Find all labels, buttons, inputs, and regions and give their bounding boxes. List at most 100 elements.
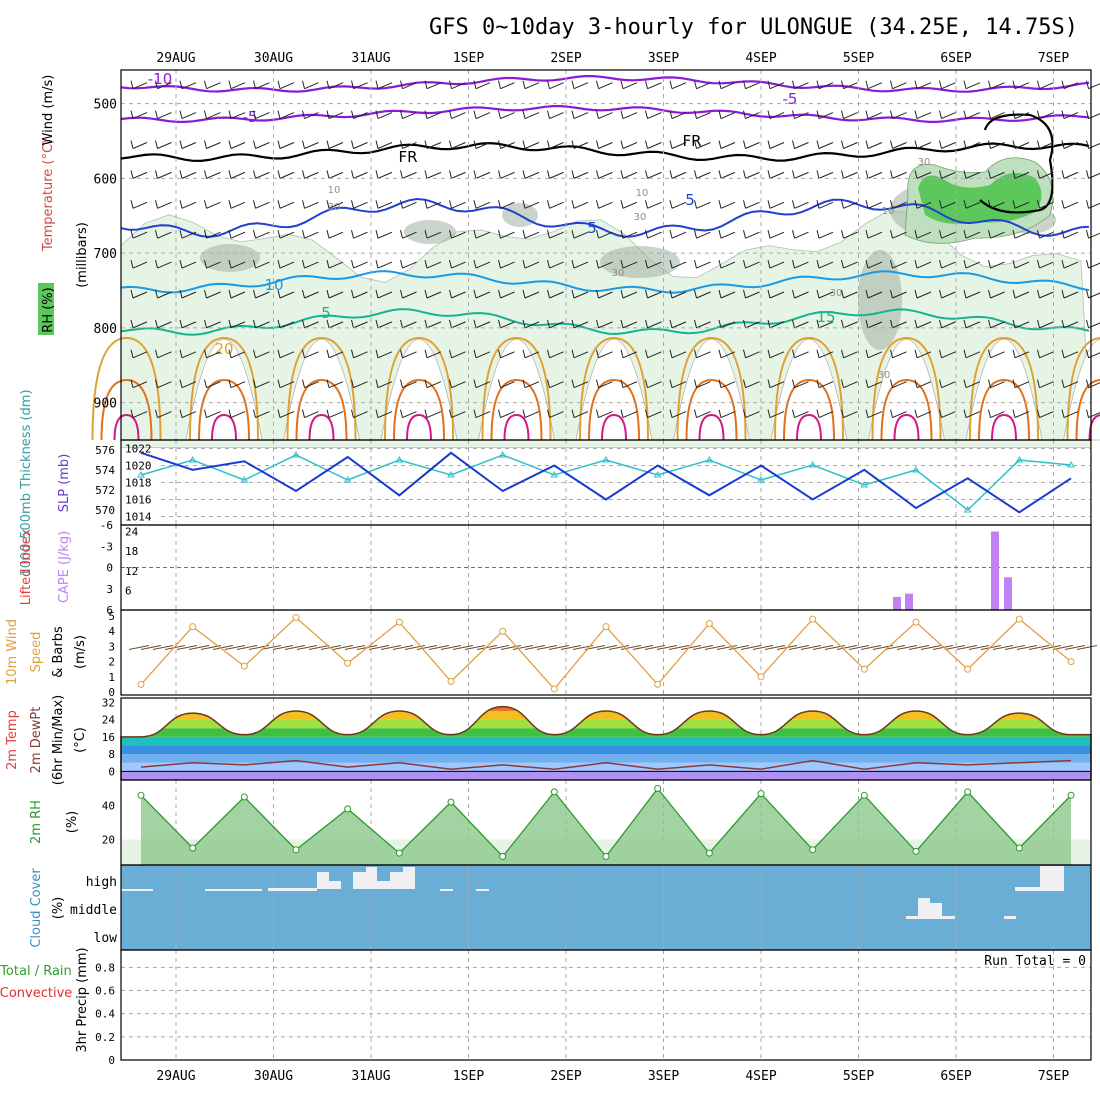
- wind-barb: [939, 349, 956, 359]
- temp-contour-25: [978, 378, 1030, 441]
- wind-barb: [155, 349, 172, 359]
- wind-tick-label: 1: [108, 671, 115, 684]
- wind-barb: [963, 289, 981, 299]
- wind-barb: [204, 259, 221, 269]
- wind-barb: [302, 409, 319, 419]
- temp-contour-25: [880, 378, 933, 441]
- wind-barb: [449, 349, 466, 359]
- wind-tick-label: 4: [108, 625, 115, 638]
- wind-barb-10m: [800, 644, 822, 650]
- rh-series-point: [809, 846, 817, 854]
- wind-barb: [914, 80, 932, 90]
- wind-barb: [669, 200, 687, 209]
- wind-barb: [130, 110, 148, 120]
- wind-barb-10m: [956, 644, 978, 650]
- thickness-series-point: [395, 456, 404, 463]
- wind-barb: [596, 230, 613, 239]
- wind-barb: [963, 259, 981, 269]
- temp-contour-25: [588, 378, 640, 441]
- wind-barb: [498, 80, 515, 90]
- wind-barb: [645, 409, 662, 419]
- wind-barb: [130, 230, 148, 239]
- wind-barb: [277, 259, 295, 269]
- wind-barb-10m: [1040, 644, 1062, 650]
- rh-contour-label: 10: [636, 188, 649, 199]
- wind-barb: [375, 319, 393, 329]
- wind-barb: [302, 170, 319, 179]
- panel-frame: [120, 949, 1092, 1061]
- wind-barb: [302, 140, 319, 149]
- wind-barb: [302, 289, 319, 299]
- date-label-bottom: 7SEP: [1038, 1069, 1069, 1084]
- temp-contour-25: [490, 378, 543, 441]
- temp-axis-label: 2m DewPt: [29, 707, 44, 774]
- wind-barb: [914, 349, 932, 359]
- temp-contour-20: [481, 336, 552, 441]
- wind-barb: [1012, 80, 1030, 90]
- wind-barb: [571, 409, 589, 419]
- wind-barb: [718, 170, 736, 179]
- wind-barb-10m: [524, 644, 546, 650]
- wind-barb: [1061, 200, 1079, 209]
- pressure-tick-label: 500: [94, 98, 117, 113]
- wind-barb: [351, 110, 368, 120]
- wind-barb: [302, 349, 319, 359]
- wind-barb-10m: [848, 644, 870, 650]
- wind-barb-10m: [560, 644, 582, 650]
- wind-barb-10m: [740, 644, 762, 650]
- wind-barb-10m: [176, 644, 198, 650]
- wind-barb: [841, 230, 858, 239]
- wind-barb: [1086, 110, 1100, 120]
- wind-barb: [645, 170, 662, 179]
- wind-barb: [400, 379, 417, 389]
- wind-barb: [179, 170, 197, 179]
- wind-barb: [767, 200, 785, 209]
- cloud-block: [1004, 916, 1016, 919]
- temp-color-band: [121, 762, 1091, 772]
- wind-barb-10m: [920, 644, 942, 650]
- temp-contour-25: [100, 378, 153, 441]
- wind-barb: [498, 289, 515, 299]
- wind-barb: [645, 200, 662, 209]
- wind-barb: [204, 230, 221, 239]
- wind-barb: [596, 319, 613, 329]
- wind-tick-label: 0: [108, 686, 115, 699]
- rh-axis-label: RH (%): [41, 287, 56, 332]
- wind-barb-10m: [596, 644, 618, 650]
- wind-barb: [620, 379, 638, 389]
- wind-barb: [1037, 259, 1054, 269]
- wind-barb: [375, 140, 393, 149]
- wind-barb: [1012, 259, 1030, 269]
- wind-barb-10m: [260, 644, 282, 650]
- wind-barb: [522, 379, 540, 389]
- wind-barb: [841, 379, 858, 389]
- wind-barb: [179, 259, 197, 269]
- wind-barb: [743, 230, 760, 239]
- wind-barb-10m: [632, 644, 654, 650]
- rh-dry-region: [673, 338, 750, 441]
- wind-barb: [449, 80, 466, 90]
- wind-barb: [1061, 170, 1079, 179]
- rh-series-point: [447, 798, 455, 806]
- wind-barb: [988, 200, 1005, 209]
- cloud-block: [403, 867, 415, 889]
- wind-barb-10m: [500, 644, 522, 650]
- temp-contour-20: [189, 336, 259, 441]
- temp-contour-30: [601, 413, 627, 441]
- wind-barb-10m: [464, 644, 486, 650]
- wind-barb: [326, 200, 344, 209]
- wind-barb: [694, 259, 711, 269]
- wind-speed-series-point: [395, 618, 403, 626]
- wind-barb: [890, 409, 907, 419]
- wind-barb: [939, 80, 956, 90]
- wind-barb-10m: [1004, 644, 1026, 650]
- cape-bar: [905, 593, 913, 610]
- wind-barb: [890, 200, 907, 209]
- rh-dry-region: [965, 338, 1043, 441]
- wind-speed-series-point: [912, 618, 920, 626]
- wind-barb: [841, 319, 858, 329]
- panel-frame: [120, 609, 1092, 696]
- wind-barb: [767, 349, 785, 359]
- wind-barb-10m: [908, 644, 930, 650]
- wind-barb: [473, 110, 491, 120]
